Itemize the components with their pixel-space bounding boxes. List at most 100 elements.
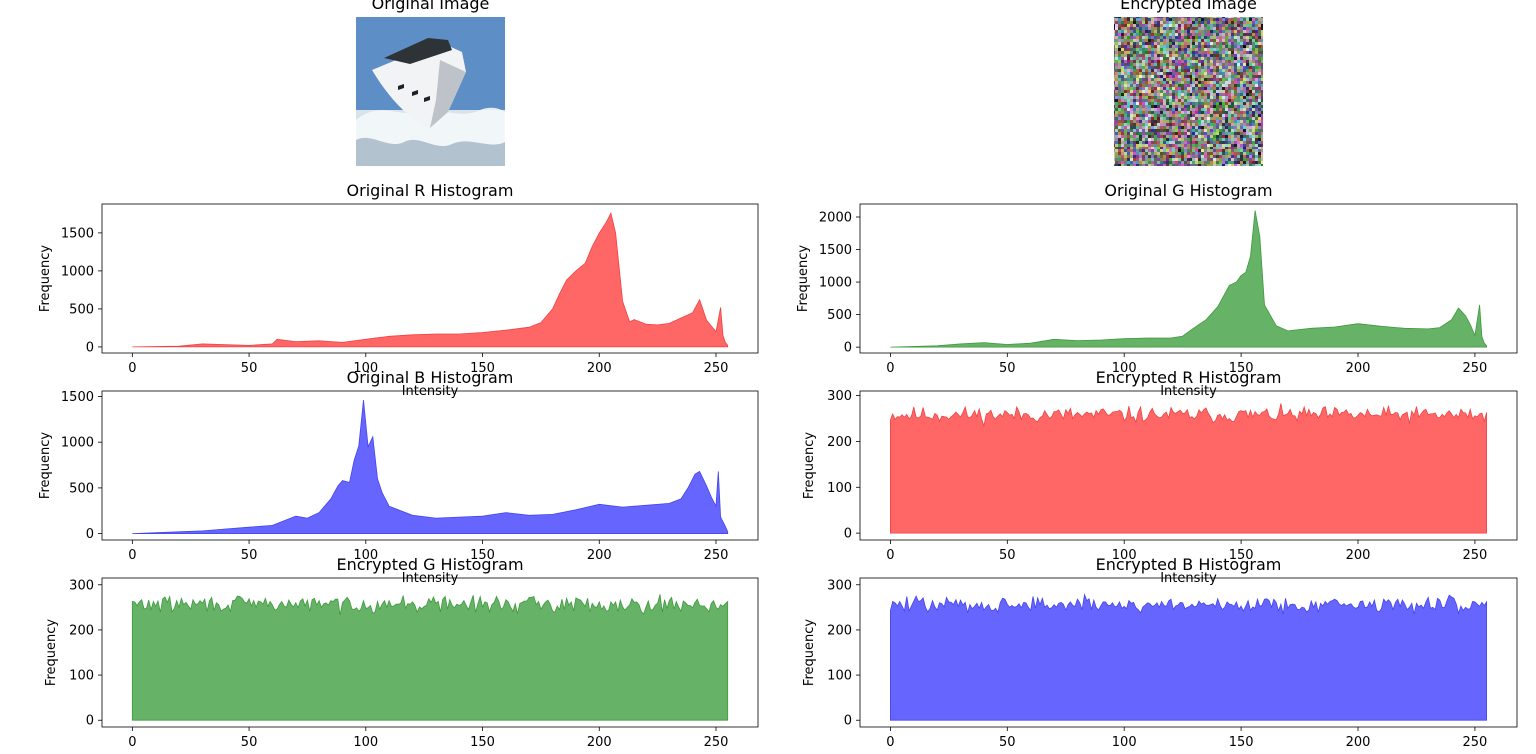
enc-g-xtick-label: 200 <box>587 735 612 750</box>
enc-r-area-series <box>890 403 1487 534</box>
orig-g-title: Original G Histogram <box>1104 181 1272 200</box>
enc-r-xtick-label: 100 <box>1112 548 1137 563</box>
orig-r-title: Original R Histogram <box>347 181 514 200</box>
orig-r-xtick-label: 250 <box>704 361 729 376</box>
enc-g-ytick-label: 200 <box>69 623 94 638</box>
orig-g-ylabel: Frequency <box>796 245 811 312</box>
encrypted-noise-image <box>1114 17 1263 166</box>
enc-g-axes-frame <box>101 577 759 728</box>
orig-r-xlabel: Intensity <box>402 384 459 399</box>
boat-cabin <box>384 38 452 64</box>
enc-b-ytick-label: 300 <box>827 578 852 593</box>
original-image-title: Original Image <box>372 0 490 13</box>
orig-b-xtick-label: 100 <box>353 548 378 563</box>
enc-r-xtick-label: 0 <box>886 548 894 563</box>
orig-b-xtick-label: 50 <box>241 548 258 563</box>
orig-g-xtick-label: 150 <box>1229 361 1254 376</box>
orig-r-xtick-label: 200 <box>587 361 612 376</box>
orig-b-xtick-label: 150 <box>470 548 495 563</box>
chart-orig-r: 0 50 100 150 200 250 0 500 1000 1500 Frequency Inte… <box>38 181 759 399</box>
enc-r-xtick-label: 50 <box>999 548 1016 563</box>
orig-b-title: Original B Histogram <box>347 368 514 387</box>
enc-b-xtick-label: 100 <box>1112 735 1137 750</box>
chart-enc-g: 0 50 100 150 200 250 0 100 200 300 Frequency Encryp… <box>44 555 759 750</box>
enc-r-ytick-label: 200 <box>827 435 852 450</box>
orig-g-xtick-label: 200 <box>1346 361 1371 376</box>
orig-g-xtick-label: 50 <box>999 361 1016 376</box>
enc-r-xtick-label: 250 <box>1463 548 1488 563</box>
enc-g-ylabel: Frequency <box>44 619 59 686</box>
orig-b-xtick-label: 200 <box>587 548 612 563</box>
encrypted-image-title: Encrypted Image <box>1120 0 1257 13</box>
enc-r-axes-frame <box>859 390 1518 541</box>
orig-b-xtick-label: 0 <box>128 548 136 563</box>
enc-r-ytick-label: 300 <box>827 389 852 404</box>
enc-r-xtick-label: 200 <box>1346 548 1371 563</box>
orig-g-ytick-label: 2000 <box>819 211 852 226</box>
enc-g-xtick-label: 250 <box>704 735 729 750</box>
enc-b-title: Encrypted B Histogram <box>1096 555 1282 574</box>
enc-b-xtick-label: 150 <box>1229 735 1254 750</box>
orig-g-ytick-label: 1000 <box>819 276 852 291</box>
enc-r-ytick-label: 0 <box>844 527 852 542</box>
enc-b-xtick-label: 200 <box>1346 735 1371 750</box>
enc-b-ytick-label: 0 <box>844 714 852 729</box>
orig-r-xtick-label: 50 <box>241 361 258 376</box>
enc-g-xtick-label: 150 <box>470 735 495 750</box>
chart-orig-g: 0 50 100 150 200 250 0 500 1000 1500 2000 Frequency… <box>796 181 1518 399</box>
orig-g-ytick-label: 1500 <box>819 243 852 258</box>
enc-b-ytick-label: 200 <box>827 623 852 638</box>
orig-r-area-series <box>132 211 729 348</box>
enc-g-ytick-label: 300 <box>69 578 94 593</box>
enc-b-ytick-label: 100 <box>827 669 852 684</box>
orig-b-area-series <box>132 400 729 534</box>
enc-g-ytick-label: 100 <box>69 669 94 684</box>
orig-b-ytick-label: 1000 <box>61 436 94 451</box>
orig-g-axes-frame <box>859 203 1518 354</box>
orig-r-xtick-label: 150 <box>470 361 495 376</box>
enc-r-xtick-label: 150 <box>1229 548 1254 563</box>
enc-g-xtick-label: 0 <box>128 735 136 750</box>
orig-r-xtick-label: 0 <box>128 361 136 376</box>
enc-g-ytick-label: 0 <box>86 714 94 729</box>
orig-g-ytick-label: 0 <box>844 341 852 356</box>
boat-hull-shadow <box>430 60 466 128</box>
chart-orig-b: 0 50 100 150 200 250 0 500 1000 1500 Frequency Inte… <box>38 368 759 586</box>
enc-b-xtick-label: 50 <box>999 735 1016 750</box>
orig-g-xtick-label: 250 <box>1463 361 1488 376</box>
enc-b-xtick-label: 250 <box>1463 735 1488 750</box>
enc-g-xtick-label: 100 <box>353 735 378 750</box>
orig-r-xtick-label: 100 <box>353 361 378 376</box>
enc-g-xtick-label: 50 <box>241 735 258 750</box>
orig-g-xtick-label: 100 <box>1112 361 1137 376</box>
orig-r-ytick-label: 500 <box>69 302 94 317</box>
enc-b-area-series <box>890 593 1487 721</box>
enc-b-xtick-label: 0 <box>886 735 894 750</box>
chart-enc-r: 0 50 100 150 200 250 0 100 200 300 Frequency Intens… <box>802 368 1518 586</box>
enc-b-axes-frame <box>859 577 1518 728</box>
orig-r-axes-frame <box>101 203 759 354</box>
original-boat-image <box>356 17 505 166</box>
orig-r-ytick-label: 1500 <box>61 226 94 241</box>
orig-b-ytick-label: 0 <box>86 527 94 542</box>
orig-g-xlabel: Intensity <box>1160 384 1217 399</box>
orig-b-ytick-label: 500 <box>69 481 94 496</box>
enc-g-area-series <box>131 594 729 721</box>
orig-b-xtick-label: 250 <box>704 548 729 563</box>
enc-r-xlabel: Intensity <box>1160 571 1217 586</box>
boat-windows <box>398 84 430 102</box>
orig-r-ytick-label: 1000 <box>61 264 94 279</box>
chart-enc-b: 0 50 100 150 200 250 0 100 200 300 Frequency Encryp… <box>802 555 1518 750</box>
orig-g-area-series <box>890 210 1487 348</box>
orig-g-ytick-label: 500 <box>827 308 852 323</box>
orig-b-ylabel: Frequency <box>38 432 53 499</box>
orig-b-ytick-label: 1500 <box>61 390 94 405</box>
orig-r-ylabel: Frequency <box>38 245 53 312</box>
enc-r-ytick-label: 100 <box>827 481 852 496</box>
orig-b-xlabel: Intensity <box>402 571 459 586</box>
enc-g-title: Encrypted G Histogram <box>336 555 523 574</box>
enc-r-ylabel: Frequency <box>802 432 817 499</box>
enc-b-ylabel: Frequency <box>802 619 817 686</box>
orig-r-ytick-label: 0 <box>86 340 94 355</box>
